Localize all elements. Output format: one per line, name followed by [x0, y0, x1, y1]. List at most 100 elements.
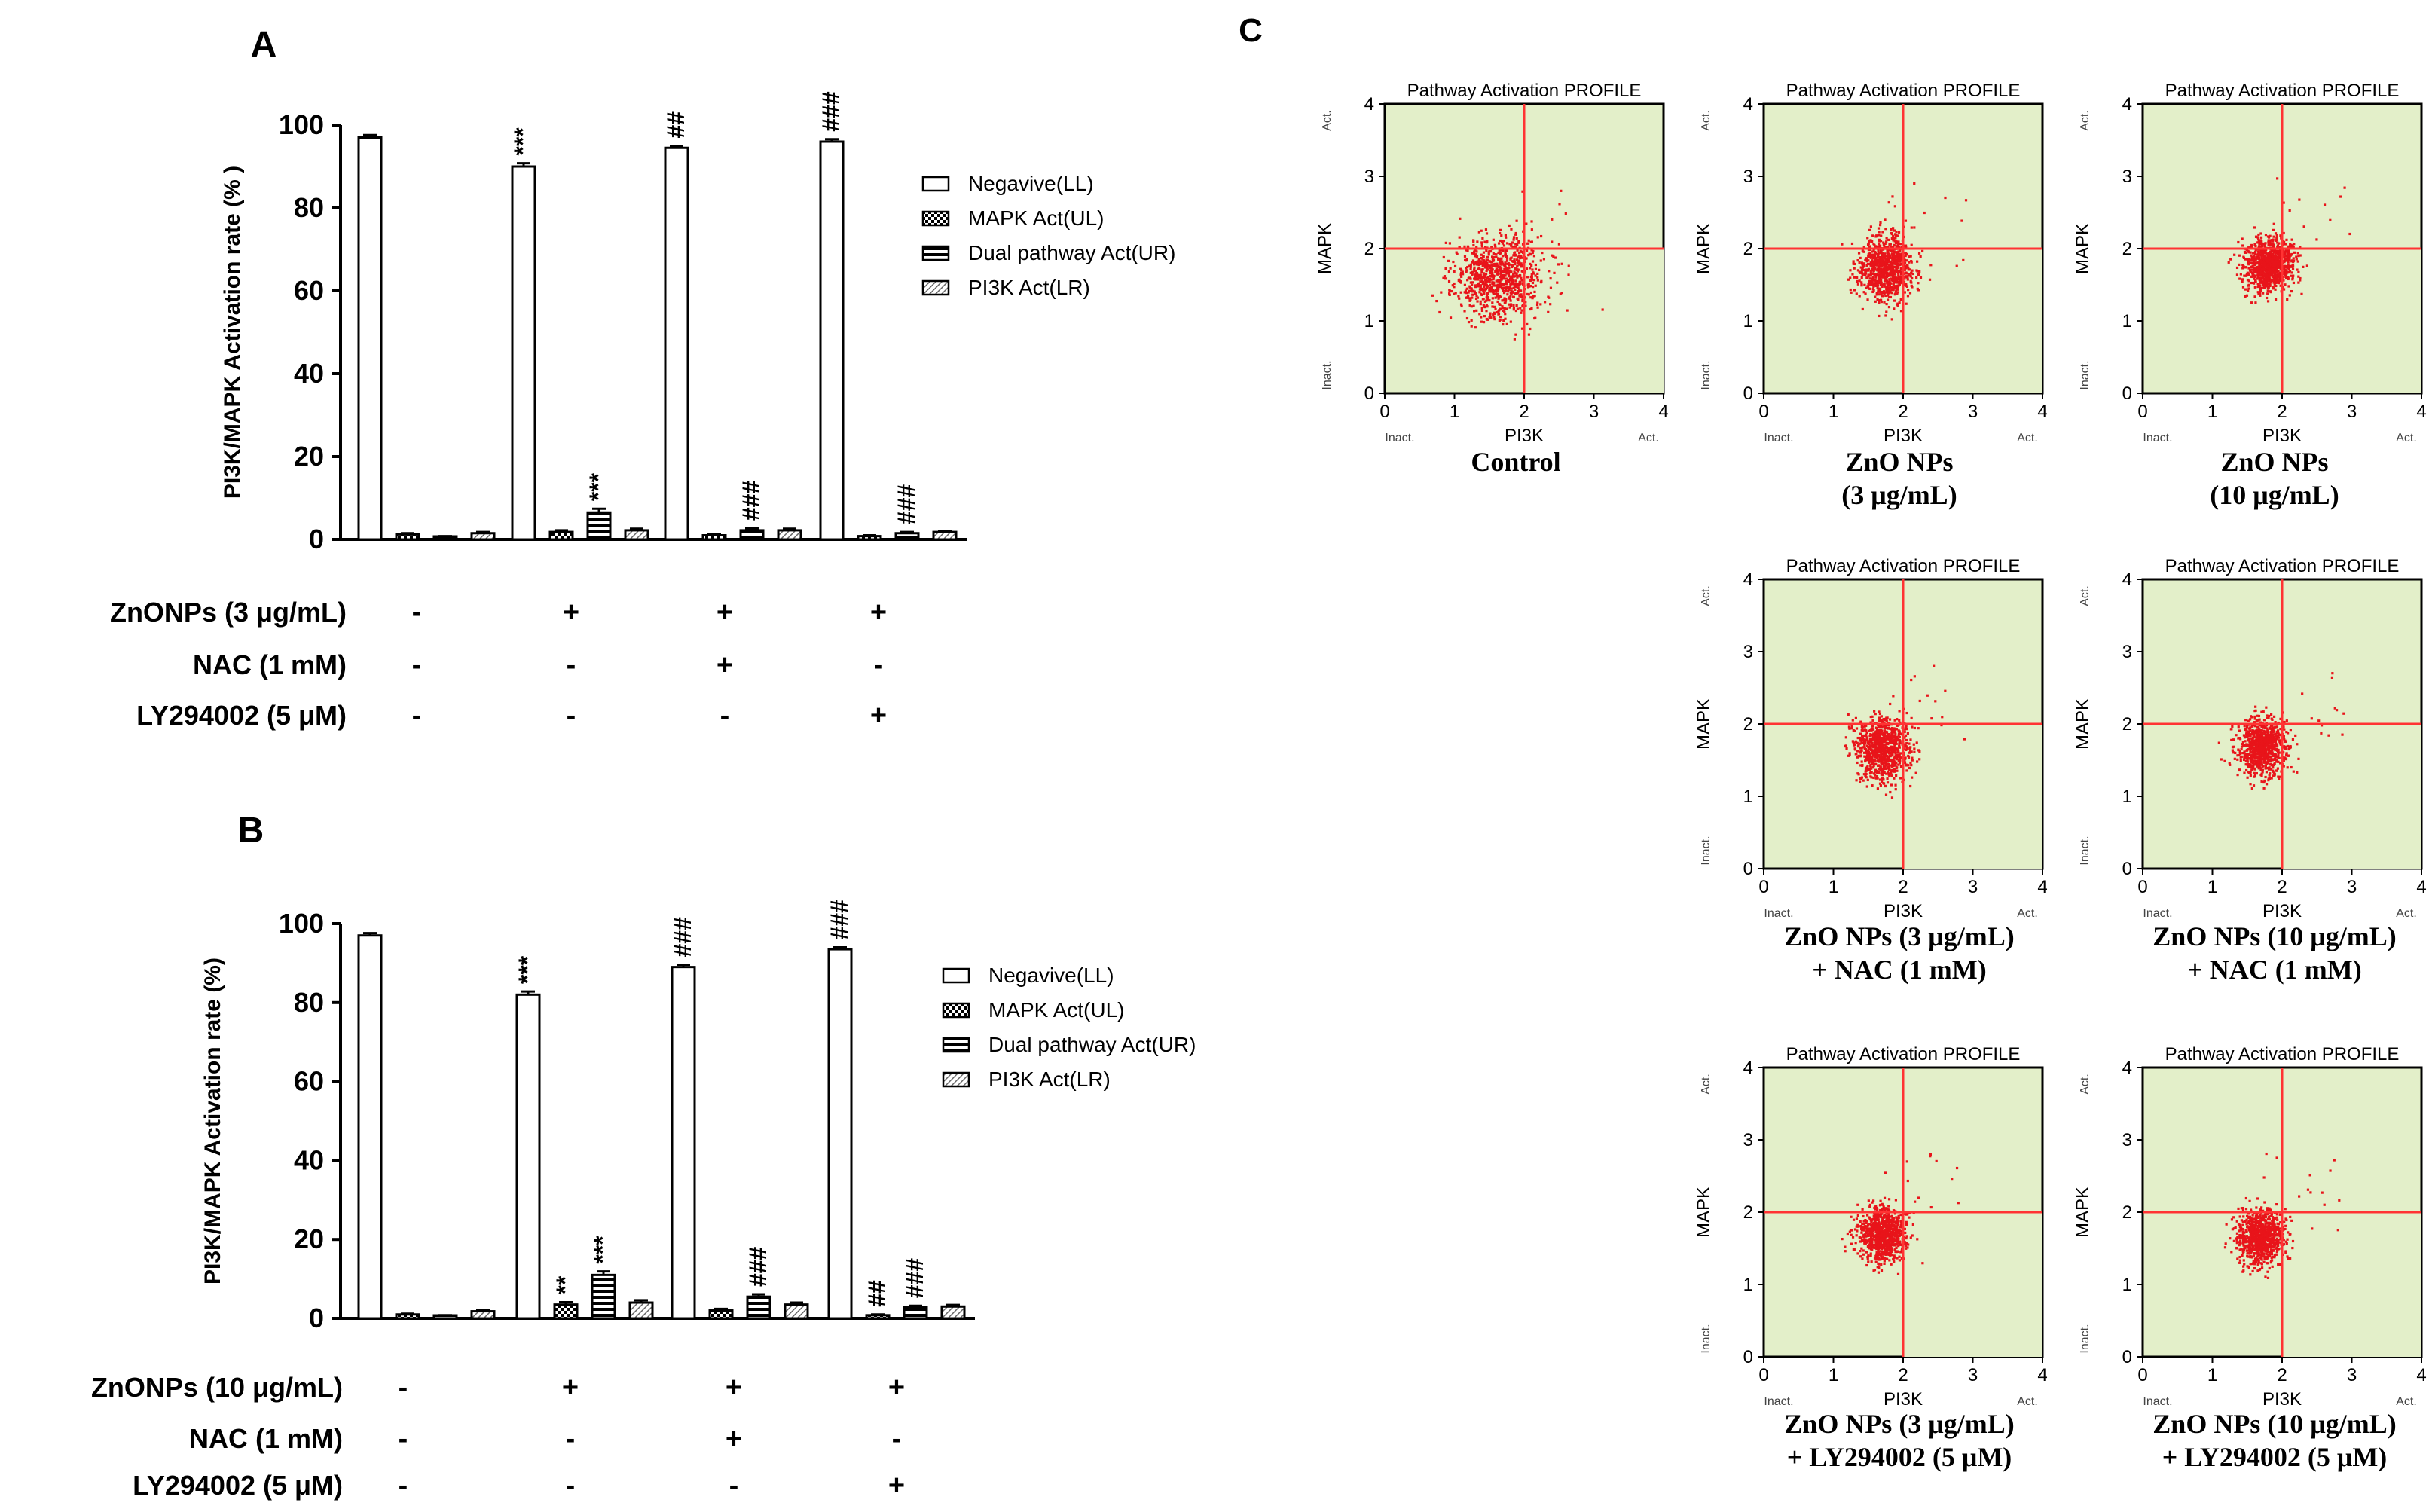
- scatter-point: [1880, 300, 1883, 304]
- scatter-point: [1483, 289, 1486, 292]
- scatter-point: [1869, 279, 1873, 283]
- scatter-point: [1480, 279, 1483, 283]
- scatter-point: [1527, 333, 1531, 336]
- scatter-point: [1888, 768, 1891, 771]
- scatter-point: [1889, 790, 1892, 794]
- scatter-point: [1856, 761, 1859, 765]
- scatter-point: [1867, 254, 1870, 257]
- scatter-points: [2227, 177, 2351, 304]
- scatter-point: [1877, 265, 1880, 268]
- bar-mapk-act-ul: [701, 534, 727, 541]
- scatter-point: [1880, 273, 1883, 277]
- scatter-point: [1874, 735, 1877, 738]
- scatter-point: [1868, 287, 1871, 290]
- scatter-point: [1911, 286, 1914, 289]
- scatter-point: [1894, 732, 1897, 735]
- scatter-point: [1521, 304, 1524, 307]
- scatter-point: [1893, 272, 1897, 276]
- scatter-point: [1476, 240, 1479, 243]
- y-act-label: Act.: [2079, 585, 2091, 606]
- scatter-point: [1923, 211, 1926, 215]
- scatter-point: [2241, 237, 2244, 240]
- scatter-point: [1498, 268, 1501, 272]
- scatter-point: [1505, 267, 1508, 270]
- scatter-point: [2246, 776, 2249, 779]
- scatter-point: [1874, 743, 1877, 746]
- scatter-point: [2268, 275, 2271, 278]
- scatter-point: [1512, 308, 1515, 311]
- scatter-point: [2278, 279, 2281, 283]
- scatter-point: [1505, 282, 1508, 286]
- scatter-point: [1872, 776, 1875, 780]
- scatter-point: [1883, 283, 1886, 286]
- scatter-point: [1877, 267, 1880, 270]
- scatter-point: [2277, 252, 2280, 256]
- plot-caption: ZnO NPs: [1845, 447, 1953, 477]
- legend-swatch: [942, 1002, 970, 1019]
- treatment-sign: -: [874, 649, 884, 681]
- scatter-point: [2299, 246, 2302, 249]
- scatter-point: [2254, 249, 2257, 252]
- scatter-point: [2250, 301, 2253, 304]
- scatter-point: [1512, 286, 1515, 289]
- treatment-sign: +: [870, 597, 887, 628]
- scatter-point: [1841, 243, 1844, 246]
- scatter-point: [1483, 276, 1486, 279]
- scatter-point: [1862, 291, 1865, 294]
- scatter-point: [2241, 278, 2244, 281]
- scatter-point: [1896, 758, 1899, 761]
- scatter-point: [1500, 287, 1504, 290]
- scatter-point: [2269, 283, 2272, 286]
- scatter-point: [1915, 276, 1918, 279]
- scatter-point: [2257, 714, 2261, 718]
- scatter-point: [1875, 728, 1879, 731]
- scatter-point: [1470, 305, 1473, 308]
- scatter-point: [1532, 295, 1535, 298]
- scatter-point: [1861, 736, 1865, 740]
- scatter-point: [1896, 769, 1899, 772]
- scatter-point: [2288, 270, 2292, 273]
- x-act-label: Act.: [2396, 432, 2417, 444]
- scatter-point: [1499, 252, 1502, 256]
- scatter-point: [1896, 724, 1899, 727]
- scatter-point: [2273, 272, 2276, 275]
- scatter-point: [2286, 298, 2289, 301]
- scatter-point: [1904, 254, 1907, 258]
- scatter-point: [2292, 259, 2296, 262]
- scatter-point: [1963, 738, 1966, 741]
- scatter-point: [2252, 784, 2256, 787]
- scatter-point: [1471, 293, 1474, 296]
- plot-caption: + NAC (1 mM): [1812, 955, 1986, 985]
- scatter-point: [2286, 766, 2289, 769]
- scatter-point: [1514, 279, 1517, 283]
- scatter-point: [1521, 298, 1524, 301]
- scatter-point: [1892, 742, 1896, 745]
- scatter-point: [1905, 302, 1908, 305]
- scatter-point: [1878, 231, 1881, 234]
- scatter-point: [2247, 263, 2250, 266]
- scatter-point: [1475, 250, 1478, 253]
- scatter-point: [1884, 275, 1887, 278]
- scatter-point: [2235, 734, 2238, 737]
- x-tick-label: 1: [2207, 877, 2217, 897]
- scatter-point: [1887, 291, 1890, 294]
- scatter-point: [1879, 221, 1882, 225]
- scatter-point: [1531, 281, 1535, 285]
- scatter-point: [2270, 756, 2273, 759]
- scatter-point: [1885, 303, 1888, 306]
- scatter-point: [2262, 271, 2265, 275]
- scatter-point: [2256, 236, 2259, 239]
- scatter-point: [1496, 300, 1499, 304]
- scatter-point: [1908, 261, 1911, 264]
- scatter-point: [1850, 725, 1853, 728]
- scatter-point: [1509, 303, 1513, 306]
- scatter-point: [1886, 298, 1890, 301]
- scatter-point: [2293, 251, 2296, 254]
- scatter-point: [1496, 284, 1500, 288]
- scatter-point: [2251, 754, 2254, 757]
- scatter-point: [1863, 283, 1866, 286]
- scatter-point: [2259, 742, 2263, 746]
- scatter-point: [2239, 738, 2242, 741]
- scatter-point: [1459, 217, 1462, 220]
- scatter-point: [2247, 734, 2250, 738]
